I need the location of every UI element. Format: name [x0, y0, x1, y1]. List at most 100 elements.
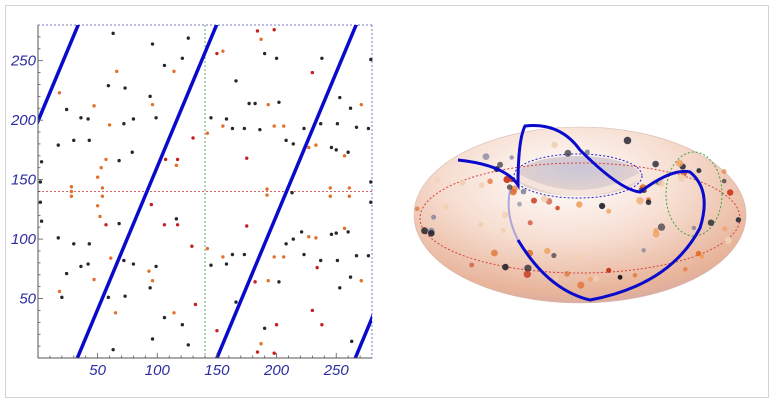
- torus-point: [641, 248, 646, 253]
- data-point: [247, 101, 251, 106]
- data-point: [180, 323, 185, 327]
- data-point: [242, 126, 247, 131]
- data-point: [347, 186, 352, 190]
- data-point: [320, 56, 324, 60]
- torus-point: [509, 188, 517, 196]
- torus-point: [588, 276, 593, 282]
- x-tick-label: 150: [204, 362, 230, 379]
- torus-point: [636, 197, 644, 205]
- data-point: [111, 347, 115, 352]
- data-point: [87, 138, 91, 143]
- data-point: [172, 311, 176, 315]
- data-point: [284, 138, 288, 143]
- data-point: [290, 190, 294, 195]
- data-point: [291, 237, 295, 241]
- data-point: [150, 42, 155, 46]
- torus-point: [428, 230, 435, 237]
- data-point: [86, 262, 90, 266]
- x-tick-label: 100: [145, 362, 171, 379]
- torus-point: [652, 160, 659, 168]
- data-point: [117, 221, 121, 226]
- data-point: [366, 126, 371, 131]
- torus-hole-rim: [514, 173, 642, 196]
- y-tick-label: 150: [11, 172, 37, 189]
- data-point: [335, 122, 340, 126]
- data-point: [221, 255, 225, 259]
- data-point: [162, 63, 167, 68]
- data-point: [215, 51, 219, 56]
- data-point: [186, 36, 190, 40]
- blue-circle: [513, 153, 643, 199]
- data-point: [193, 302, 198, 307]
- data-point: [328, 194, 332, 198]
- data-point: [259, 37, 263, 41]
- data-point: [347, 194, 352, 198]
- data-point: [39, 219, 44, 223]
- data-point: [262, 51, 267, 56]
- data-point: [172, 69, 176, 74]
- data-point: [150, 102, 155, 107]
- torus-point: [724, 236, 732, 244]
- data-point: [266, 278, 270, 283]
- data-point: [60, 295, 64, 300]
- data-point: [215, 328, 219, 333]
- blue-curve: [457, 124, 706, 302]
- torus-point: [657, 223, 666, 231]
- data-point: [72, 242, 76, 246]
- data-point: [350, 339, 354, 344]
- data-point: [221, 49, 225, 53]
- torus-point: [509, 155, 514, 160]
- data-point: [282, 124, 286, 128]
- data-point: [150, 278, 155, 283]
- data-point: [69, 194, 74, 198]
- torus-point: [531, 197, 537, 204]
- torus-point: [735, 217, 742, 223]
- data-point: [234, 79, 238, 83]
- data-point: [259, 342, 263, 346]
- data-point: [302, 126, 306, 131]
- data-point: [272, 28, 276, 32]
- data-point: [106, 295, 111, 300]
- data-point: [99, 166, 103, 170]
- data-point: [104, 157, 108, 162]
- data-point: [109, 256, 113, 260]
- torus-point: [469, 262, 475, 268]
- data-point: [255, 29, 260, 33]
- data-point: [104, 223, 108, 227]
- data-point: [262, 326, 267, 330]
- data-point: [282, 255, 286, 259]
- data-point: [56, 143, 60, 147]
- data-point: [314, 236, 318, 240]
- torus-point: [574, 254, 581, 261]
- data-point: [111, 31, 115, 36]
- data-point: [64, 107, 69, 112]
- data-point: [329, 145, 334, 150]
- data-point: [334, 231, 338, 235]
- data-point: [205, 131, 210, 135]
- torus-point: [544, 247, 551, 255]
- data-point: [354, 125, 359, 129]
- data-point: [265, 187, 269, 191]
- data-point: [338, 95, 342, 100]
- data-point: [205, 246, 210, 251]
- reference-lines: [38, 24, 373, 358]
- x-tick-label: 50: [89, 362, 106, 379]
- data-point: [122, 258, 126, 263]
- data-point: [242, 252, 247, 257]
- data-point: [38, 180, 43, 184]
- torus-point: [431, 214, 437, 220]
- y-tick-label: 250: [10, 53, 37, 70]
- figure-frame: [5, 5, 769, 398]
- data-point: [123, 294, 127, 298]
- data-point: [277, 280, 281, 284]
- data-point: [366, 254, 371, 258]
- data-point: [117, 158, 121, 163]
- torus-point: [593, 276, 600, 282]
- data-point: [122, 122, 126, 126]
- data-point: [130, 150, 134, 154]
- data-point: [100, 194, 105, 198]
- torus-point: [501, 211, 509, 219]
- data-point: [148, 94, 152, 99]
- data-point: [175, 223, 180, 227]
- data-point: [56, 236, 60, 240]
